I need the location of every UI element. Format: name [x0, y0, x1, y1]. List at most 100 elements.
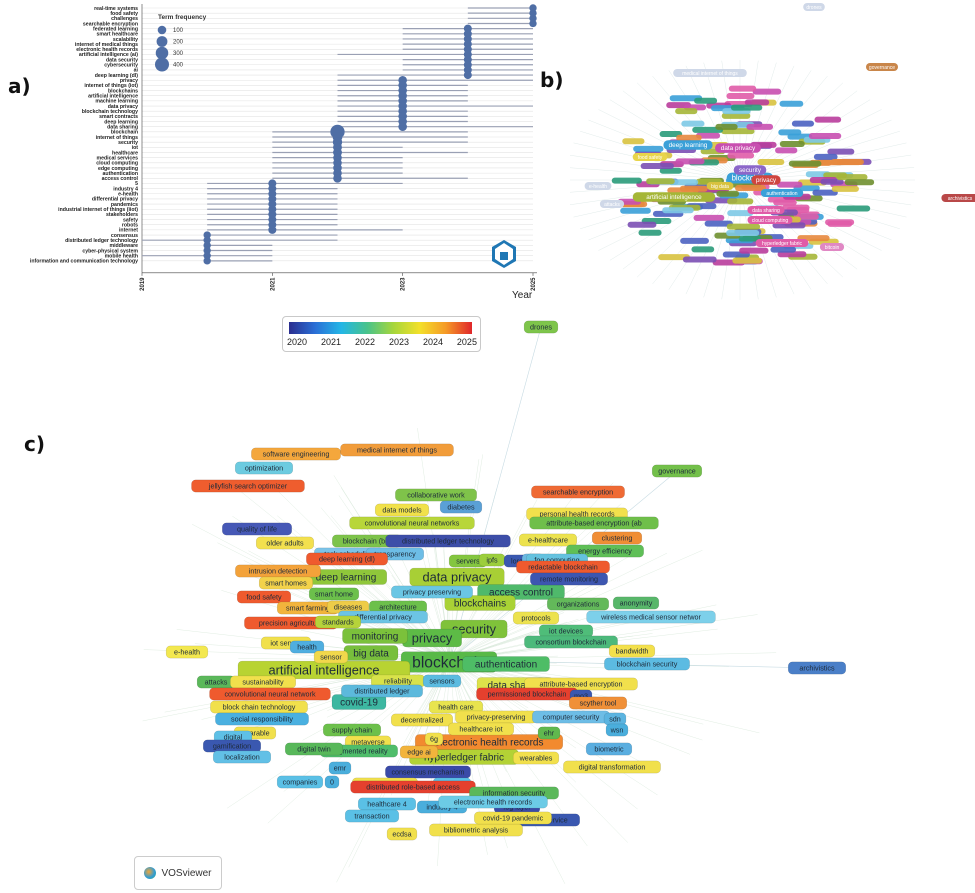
network-node-label: mo3	[574, 691, 588, 700]
network-link	[721, 60, 741, 181]
network-link	[588, 119, 741, 181]
network-node	[284, 742, 344, 756]
network-node	[735, 184, 766, 191]
legend-title: Term frequency	[158, 14, 207, 21]
network-node-label: blockchain	[732, 174, 769, 183]
network-node	[747, 206, 785, 214]
network-node-label: distributed ledger technology	[402, 536, 494, 545]
term-peak-point	[203, 257, 211, 265]
network-node-label: lora	[511, 556, 523, 565]
term-label: industrial internet of things (iiot)	[58, 207, 138, 213]
network-node	[399, 745, 439, 759]
network-node-label: ecdsa	[392, 829, 411, 838]
network-node	[620, 207, 651, 214]
network-node-label: electronic health records	[454, 797, 533, 806]
network-node-label: healthcare iot	[459, 724, 502, 733]
term-label: machine learning	[95, 99, 138, 105]
network-node-label: consensus mechanism	[391, 767, 464, 776]
network-node-label: reliability	[384, 676, 412, 685]
network-node-label: diabetes	[447, 502, 475, 511]
network-node	[819, 243, 845, 251]
network-node	[788, 160, 822, 167]
network-node	[439, 500, 483, 514]
network-node-label: blockchains	[454, 598, 506, 609]
network-node	[787, 661, 847, 675]
network-node	[474, 811, 552, 825]
network-node	[733, 165, 767, 175]
network-node	[605, 723, 629, 737]
network-node	[165, 645, 209, 659]
term-label: smart healthcare	[96, 32, 138, 38]
network-node-label: software engineering	[263, 449, 330, 458]
network-node	[692, 126, 724, 133]
network-node	[632, 153, 668, 161]
network-node	[632, 192, 716, 202]
network-node	[757, 158, 785, 165]
network-node	[234, 461, 294, 475]
network-node	[611, 177, 642, 184]
network-node-label: deep learning	[669, 142, 708, 149]
network-node-label: energy efficiency	[578, 546, 632, 555]
term-label: artificial intelligence	[88, 94, 138, 100]
network-node-label: food safety	[638, 155, 663, 161]
network-node	[324, 775, 340, 789]
network-node	[512, 611, 560, 625]
network-node	[236, 590, 292, 604]
network-node-label: attacks	[205, 677, 228, 686]
network-link	[739, 65, 795, 181]
term-label: access control	[102, 176, 139, 182]
network-link	[739, 179, 828, 285]
network-node	[760, 189, 804, 197]
network-node	[529, 516, 659, 530]
network-node	[680, 237, 709, 244]
network-node-label: data sharing	[487, 680, 542, 691]
network-node	[721, 112, 751, 119]
network-node	[547, 597, 609, 611]
network-node	[726, 92, 755, 99]
colorbar-tick: 2022	[354, 337, 375, 347]
network-node-label: health	[297, 642, 317, 651]
network-node-label: cloud computing	[752, 218, 789, 224]
network-node	[827, 148, 855, 155]
network-node	[681, 120, 705, 127]
network-node	[638, 229, 662, 236]
network-node	[340, 443, 454, 457]
network-node	[715, 123, 738, 130]
network-node-label: deep learning	[316, 572, 377, 583]
term-label: food safety	[110, 11, 138, 17]
network-node	[424, 732, 444, 746]
network-node-label: bandwidth	[616, 646, 649, 655]
network-node	[667, 187, 699, 194]
network-node	[694, 97, 718, 104]
network-node	[344, 809, 400, 823]
network-node-label: social responsibility	[231, 714, 293, 723]
network-node	[568, 696, 628, 710]
network-node-label: computer security	[543, 712, 600, 721]
network-node	[566, 544, 644, 558]
network-node	[682, 256, 717, 263]
network-node	[727, 210, 754, 217]
network-node	[746, 123, 774, 130]
network-node	[696, 132, 721, 139]
network-node	[444, 595, 516, 611]
term-label: healthcare	[112, 150, 138, 156]
network-node-label: transparency	[374, 549, 416, 558]
network-node	[727, 152, 755, 159]
network-node-label: attribute-based encryption	[539, 679, 622, 688]
network-node-label: transaction	[354, 811, 389, 820]
network-node	[779, 141, 805, 148]
network-node-label: smart homes	[265, 578, 307, 587]
term-label: blockchain technology	[82, 109, 138, 115]
term-label: edge computing	[98, 166, 138, 172]
term-peak-point	[203, 241, 211, 250]
network-node-label: deep learning (dl)	[319, 554, 375, 563]
network-node	[744, 99, 770, 106]
term-label: blockchains	[108, 88, 138, 94]
network-node-label: decentralized	[401, 715, 444, 724]
network-node-label: artificial intelligence	[269, 662, 380, 677]
network-node-label: collaborative work	[407, 490, 465, 499]
network-node	[608, 644, 656, 658]
network-node	[395, 488, 477, 502]
network-node-label: attacks	[604, 202, 620, 208]
network-node	[813, 153, 838, 160]
